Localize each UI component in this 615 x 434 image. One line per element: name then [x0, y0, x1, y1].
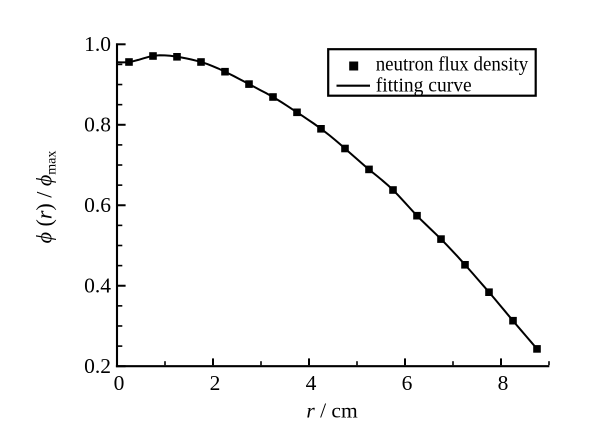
svg-text:fitting curve: fitting curve — [376, 75, 472, 97]
svg-text:6: 6 — [402, 371, 413, 395]
svg-text:1.0: 1.0 — [84, 32, 111, 56]
svg-text:0.4: 0.4 — [84, 274, 111, 298]
svg-text:neutron flux density: neutron flux density — [376, 53, 529, 75]
svg-text:2: 2 — [210, 371, 221, 395]
svg-text:r / cm: r / cm — [306, 399, 358, 423]
svg-text:4: 4 — [306, 371, 317, 395]
svg-text:8: 8 — [498, 371, 509, 395]
svg-text:0.6: 0.6 — [84, 193, 111, 217]
svg-text:0.2: 0.2 — [84, 354, 111, 378]
svg-text:0.8: 0.8 — [84, 113, 111, 137]
svg-text:0: 0 — [114, 371, 125, 395]
